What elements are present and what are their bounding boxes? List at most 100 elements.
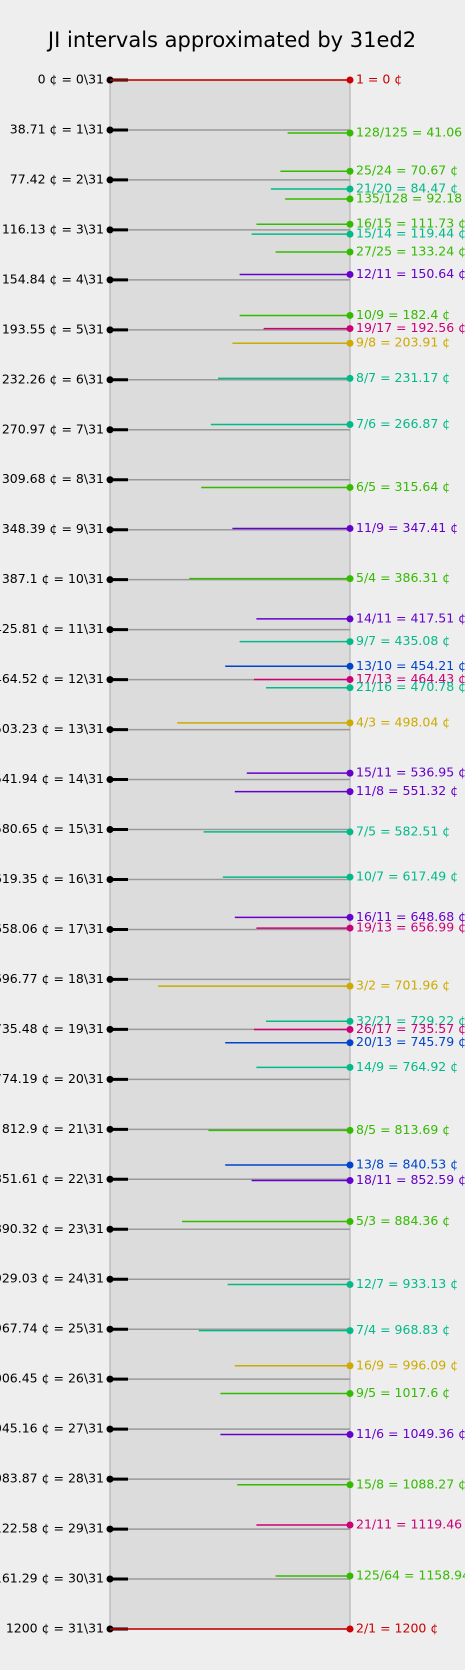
interval-label: 4/3 = 498.04 ¢ (356, 714, 450, 729)
interval-dot (346, 220, 354, 228)
edo-step-dot (106, 1525, 114, 1533)
interval-dot (346, 1161, 354, 1169)
interval-label: 135/128 = 92.18 ¢ (356, 190, 465, 205)
edo-step-label: 890.32 ¢ = 23\31 (0, 1221, 104, 1236)
interval-dot (346, 483, 354, 491)
interval-label: 11/9 = 347.41 ¢ (356, 520, 458, 535)
edo-step-label: 812.9 ¢ = 21\31 (2, 1121, 104, 1136)
interval-dot (346, 1218, 354, 1226)
interval-label: 9/8 = 203.91 ¢ (356, 335, 450, 350)
interval-dot (346, 684, 354, 692)
edo-step-dot (106, 776, 114, 784)
interval-dot (346, 1025, 354, 1033)
interval-dot (346, 1017, 354, 1025)
edo-step-dot (106, 1075, 114, 1083)
interval-dot (346, 719, 354, 727)
interval-label: 14/9 = 764.92 ¢ (356, 1059, 458, 1074)
interval-label: 21/16 = 470.78 ¢ (356, 679, 465, 694)
interval-label: 11/8 = 551.32 ¢ (356, 783, 458, 798)
interval-label: 125/64 = 1158.94 ¢ (356, 1567, 465, 1582)
edo-step-label: 929.03 ¢ = 24\31 (0, 1271, 104, 1286)
edo-step-dot (106, 1375, 114, 1383)
interval-dot (346, 270, 354, 278)
interval-dot (346, 311, 354, 319)
edo-step-dot (106, 176, 114, 184)
edo-step-label: 270.97 ¢ = 7\31 (2, 421, 104, 436)
edo-step-label: 1200 ¢ = 31\31 (6, 1621, 104, 1636)
edo-step-label: 1122.58 ¢ = 29\31 (0, 1521, 104, 1536)
interval-dot (346, 167, 354, 175)
interval-label: 15/11 = 536.95 ¢ (356, 765, 465, 780)
interval-dot (346, 76, 354, 84)
edo-step-label: 464.52 ¢ = 12\31 (0, 671, 104, 686)
interval-dot (346, 325, 354, 333)
edo-step-dot (106, 975, 114, 983)
interval-dot (346, 524, 354, 532)
interval-dot (346, 913, 354, 921)
interval-label: 8/5 = 813.69 ¢ (356, 1122, 450, 1137)
edo-step-dot (106, 1475, 114, 1483)
edo-step-dot (106, 826, 114, 834)
interval-label: 21/11 = 1119.46 ¢ (356, 1517, 465, 1532)
interval-dot (346, 1572, 354, 1580)
edo-step-label: 348.39 ¢ = 9\31 (2, 521, 104, 536)
interval-dot (346, 129, 354, 137)
interval-label: 13/10 = 454.21 ¢ (356, 658, 465, 673)
interval-dot (346, 1126, 354, 1134)
edo-step-dot (106, 1275, 114, 1283)
interval-dot (346, 676, 354, 684)
interval-label: 12/11 = 150.64 ¢ (356, 266, 465, 281)
edo-step-label: 193.55 ¢ = 5\31 (2, 321, 104, 336)
interval-dot (346, 924, 354, 932)
interval-dot (346, 185, 354, 193)
edo-step-label: 1006.45 ¢ = 26\31 (0, 1371, 104, 1386)
edo-step-label: 774.19 ¢ = 20\31 (0, 1071, 104, 1086)
interval-dot (346, 230, 354, 238)
edo-step-dot (106, 726, 114, 734)
edo-step-dot (106, 1425, 114, 1433)
edo-step-dot (106, 226, 114, 234)
edo-step-dot (106, 1175, 114, 1183)
interval-label: 21/20 = 84.47 ¢ (356, 181, 458, 196)
interval-label: 8/7 = 231.17 ¢ (356, 370, 450, 385)
interval-label: 15/8 = 1088.27 ¢ (356, 1476, 465, 1491)
edo-step-label: 735.48 ¢ = 19\31 (0, 1021, 104, 1036)
interval-label: 32/21 = 729.22 ¢ (356, 1013, 465, 1028)
interval-dot (346, 788, 354, 796)
interval-dot (346, 873, 354, 881)
edo-step-label: 154.84 ¢ = 4\31 (2, 271, 104, 286)
interval-label: 7/6 = 266.87 ¢ (356, 416, 450, 431)
edo-step-label: 851.61 ¢ = 22\31 (0, 1171, 104, 1186)
edo-step-label: 309.68 ¢ = 8\31 (2, 471, 104, 486)
edo-step-label: 1045.16 ¢ = 27\31 (0, 1421, 104, 1436)
edo-step-dot (106, 376, 114, 384)
interval-dot (346, 1481, 354, 1489)
interval-label: 12/7 = 933.13 ¢ (356, 1276, 458, 1291)
interval-dot (346, 339, 354, 347)
edo-step-label: 696.77 ¢ = 18\31 (0, 971, 104, 986)
interval-dot (346, 1625, 354, 1633)
interval-label: 128/125 = 41.06 ¢ (356, 125, 465, 140)
interval-dot (346, 1281, 354, 1289)
interval-label: 10/7 = 617.49 ¢ (356, 869, 458, 884)
interval-dot (346, 615, 354, 623)
edo-step-label: 541.94 ¢ = 14\31 (0, 771, 104, 786)
interval-dot (346, 828, 354, 836)
edo-step-dot (106, 1225, 114, 1233)
edo-step-dot (106, 1325, 114, 1333)
interval-dot (346, 420, 354, 428)
edo-step-label: 0 ¢ = 0\31 (38, 72, 104, 87)
interval-label: 9/5 = 1017.6 ¢ (356, 1385, 450, 1400)
interval-label: 19/17 = 192.56 ¢ (356, 320, 465, 335)
edo-step-dot (106, 326, 114, 334)
edo-step-dot (106, 426, 114, 434)
interval-dot (346, 1521, 354, 1529)
edo-step-label: 38.71 ¢ = 1\31 (10, 121, 104, 136)
edo-step-label: 425.81 ¢ = 11\31 (0, 621, 104, 636)
interval-dot (346, 1390, 354, 1398)
interval-label: 10/9 = 182.4 ¢ (356, 307, 450, 322)
interval-label: 17/13 = 464.43 ¢ (356, 671, 465, 686)
interval-label: 16/15 = 111.73 ¢ (356, 216, 465, 231)
chart-title: JI intervals approximated by 31ed2 (46, 28, 416, 52)
